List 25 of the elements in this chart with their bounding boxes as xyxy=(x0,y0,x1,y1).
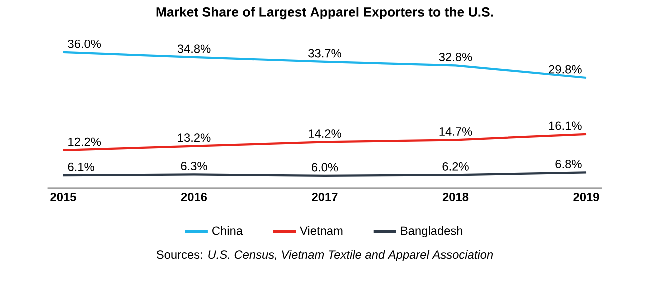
x-tick-label: 2019 xyxy=(574,193,600,202)
data-label: 16.1% xyxy=(549,122,582,130)
data-label: 13.2% xyxy=(178,134,211,142)
source-note: Sources: U.S. Census, Vietnam Textile and Apparel Association xyxy=(156,250,494,262)
data-label: 6.2% xyxy=(442,162,469,171)
data-label: 12.2% xyxy=(68,138,102,146)
legend-label: Bangladesh xyxy=(401,226,463,238)
legend-label: China xyxy=(212,226,244,236)
data-label: 32.8% xyxy=(439,53,472,62)
x-tick-label: 2018 xyxy=(442,193,469,202)
data-label: 14.2% xyxy=(309,130,342,138)
x-tick-label: 2017 xyxy=(312,193,338,202)
x-tick-label: 2016 xyxy=(181,193,208,202)
data-label: 6.8% xyxy=(556,160,582,168)
data-label: 29.8% xyxy=(549,65,582,74)
data-label: 6.1% xyxy=(68,162,94,172)
legend-label: Vietnam xyxy=(300,226,343,236)
data-label: 6.3% xyxy=(181,162,208,171)
data-label: 33.7% xyxy=(308,49,342,58)
x-tick-label: 2015 xyxy=(50,193,76,202)
data-label: 6.0% xyxy=(312,163,338,172)
data-label: 34.8% xyxy=(178,44,211,54)
chart-title: Market Share of Largest Apparel Exporters to the U.S. xyxy=(156,7,494,20)
data-label: 36.0% xyxy=(68,40,102,48)
data-label: 14.7% xyxy=(440,128,472,136)
